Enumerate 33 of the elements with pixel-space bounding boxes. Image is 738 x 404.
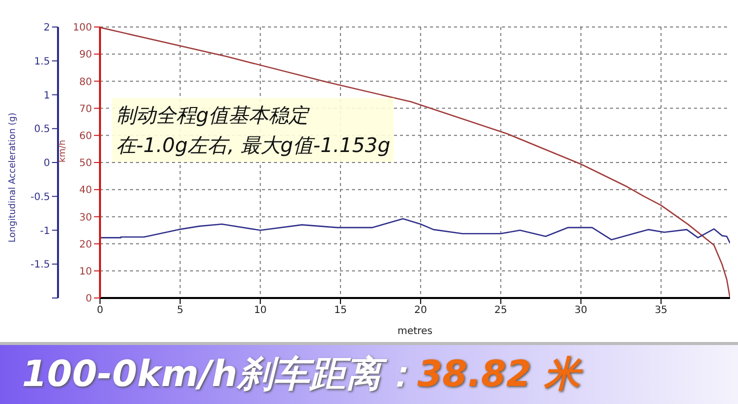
x-tick-label: 15 <box>334 305 347 316</box>
y-tick-label: 50 <box>79 158 92 170</box>
y-tick-label: 100 <box>72 22 92 34</box>
line-series <box>100 218 730 244</box>
y-tick-label: 60 <box>79 130 92 142</box>
x-axis-title: metres <box>397 326 433 337</box>
x-tick-label: 10 <box>254 305 267 316</box>
y-tick-label: 10 <box>79 266 92 278</box>
annotation: 在-1.0g左右, 最大g值-1.153g <box>116 132 390 159</box>
y2-tick-label: -1.5 <box>30 260 50 271</box>
y-tick-label: 0 <box>86 294 92 305</box>
y2-tick-label: -0.5 <box>30 192 50 203</box>
y2-tick-label: 0.5 <box>34 124 50 136</box>
y2-tick-label: -1 <box>40 226 50 237</box>
y-tick-label: 70 <box>79 104 92 115</box>
y2-tick-label: 2 <box>44 22 50 34</box>
x-tick-label: 35 <box>654 305 668 316</box>
y2-tick-label: 1 <box>44 90 50 102</box>
y-tick-label: 90 <box>79 50 92 61</box>
y-tick-label: 20 <box>79 239 92 250</box>
x-tick-label: 5 <box>176 305 184 316</box>
y-tick-label: 30 <box>79 212 92 224</box>
y-tick-label: 40 <box>79 185 92 196</box>
y2-axis-title: Longitudinal Acceleration (g) <box>8 112 18 242</box>
x-tick-label: 25 <box>494 305 508 316</box>
x-tick-label: 0 <box>96 305 104 316</box>
y-axis-title: km/h <box>58 140 68 162</box>
y-tick-label: 80 <box>79 76 92 88</box>
x-tick-label: 20 <box>414 305 427 316</box>
y2-tick-label: 0 <box>44 158 50 170</box>
x-tick-label: 30 <box>574 305 588 316</box>
annotation: 制动全程g值基本稳定 <box>116 102 311 129</box>
y2-tick-label: 1.5 <box>34 56 50 68</box>
